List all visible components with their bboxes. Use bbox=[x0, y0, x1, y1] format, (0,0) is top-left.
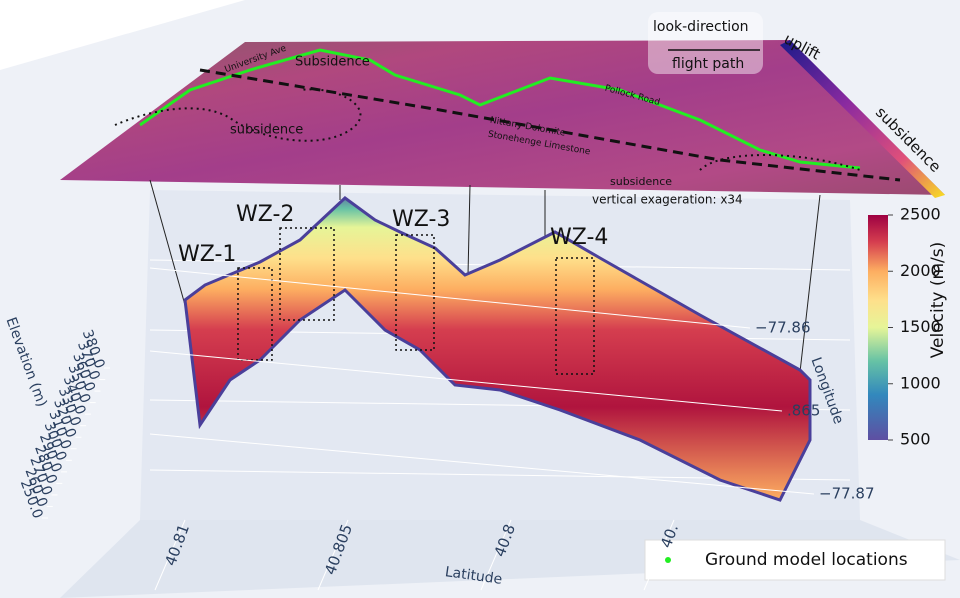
y-tick-label: −77.86 bbox=[755, 319, 811, 337]
connector bbox=[799, 194, 821, 373]
legend-label: Ground model locations bbox=[705, 550, 908, 570]
x-grid-line bbox=[480, 519, 512, 591]
connector bbox=[467, 184, 471, 276]
note: vertical exageration: x34 bbox=[592, 193, 743, 207]
y-grid-line bbox=[149, 350, 783, 412]
direction-box bbox=[648, 12, 763, 74]
zone-label: WZ-2 bbox=[236, 202, 294, 227]
colorbar-tick-label: 1000 bbox=[900, 373, 941, 392]
colorbar-tick-label: 1500 bbox=[900, 317, 941, 336]
connector-lines bbox=[149, 179, 821, 373]
zone-box bbox=[279, 227, 335, 321]
x-grid-line bbox=[643, 519, 675, 591]
legend-marker bbox=[665, 557, 671, 563]
flight-path-label: flight path bbox=[672, 56, 744, 72]
x-grid-line bbox=[317, 519, 349, 591]
weak-zones bbox=[237, 227, 595, 375]
connector bbox=[149, 179, 186, 306]
y-tick-label: .865 bbox=[787, 402, 820, 420]
colorbar bbox=[868, 215, 888, 440]
velocity-section bbox=[183, 196, 812, 502]
subsidence-outline bbox=[114, 88, 362, 142]
zone-label: WZ-4 bbox=[550, 225, 608, 250]
zone-box bbox=[237, 267, 273, 361]
legend bbox=[644, 539, 946, 581]
colorbar-tick-label: 500 bbox=[900, 430, 931, 449]
map-label: Subsidence bbox=[295, 55, 370, 70]
zone-box bbox=[555, 257, 595, 375]
map-label: subsidence bbox=[230, 123, 303, 138]
zone-box bbox=[395, 234, 435, 351]
flight-path-track bbox=[139, 48, 861, 170]
fault-line bbox=[199, 68, 901, 182]
x-axis-title: Latitude bbox=[444, 564, 503, 588]
colorbar-title: Velocity (m/s) bbox=[928, 242, 948, 359]
y-grid-line bbox=[149, 433, 815, 495]
map-plane bbox=[60, 40, 945, 195]
map-label: subsidence bbox=[610, 175, 672, 188]
subsidence-outline bbox=[699, 154, 861, 171]
colorbar-tick-label: 2500 bbox=[900, 205, 941, 224]
look-direction-label: look-direction bbox=[653, 19, 749, 35]
colorbar-tick-label: 2000 bbox=[900, 261, 941, 280]
deformation-scale bbox=[780, 40, 945, 198]
y-tick-label: −77.87 bbox=[819, 485, 875, 503]
x-grid-line bbox=[154, 519, 186, 591]
zone-label: WZ-3 bbox=[392, 207, 450, 232]
y-grid-line bbox=[149, 267, 751, 329]
zone-label: WZ-1 bbox=[178, 242, 236, 267]
